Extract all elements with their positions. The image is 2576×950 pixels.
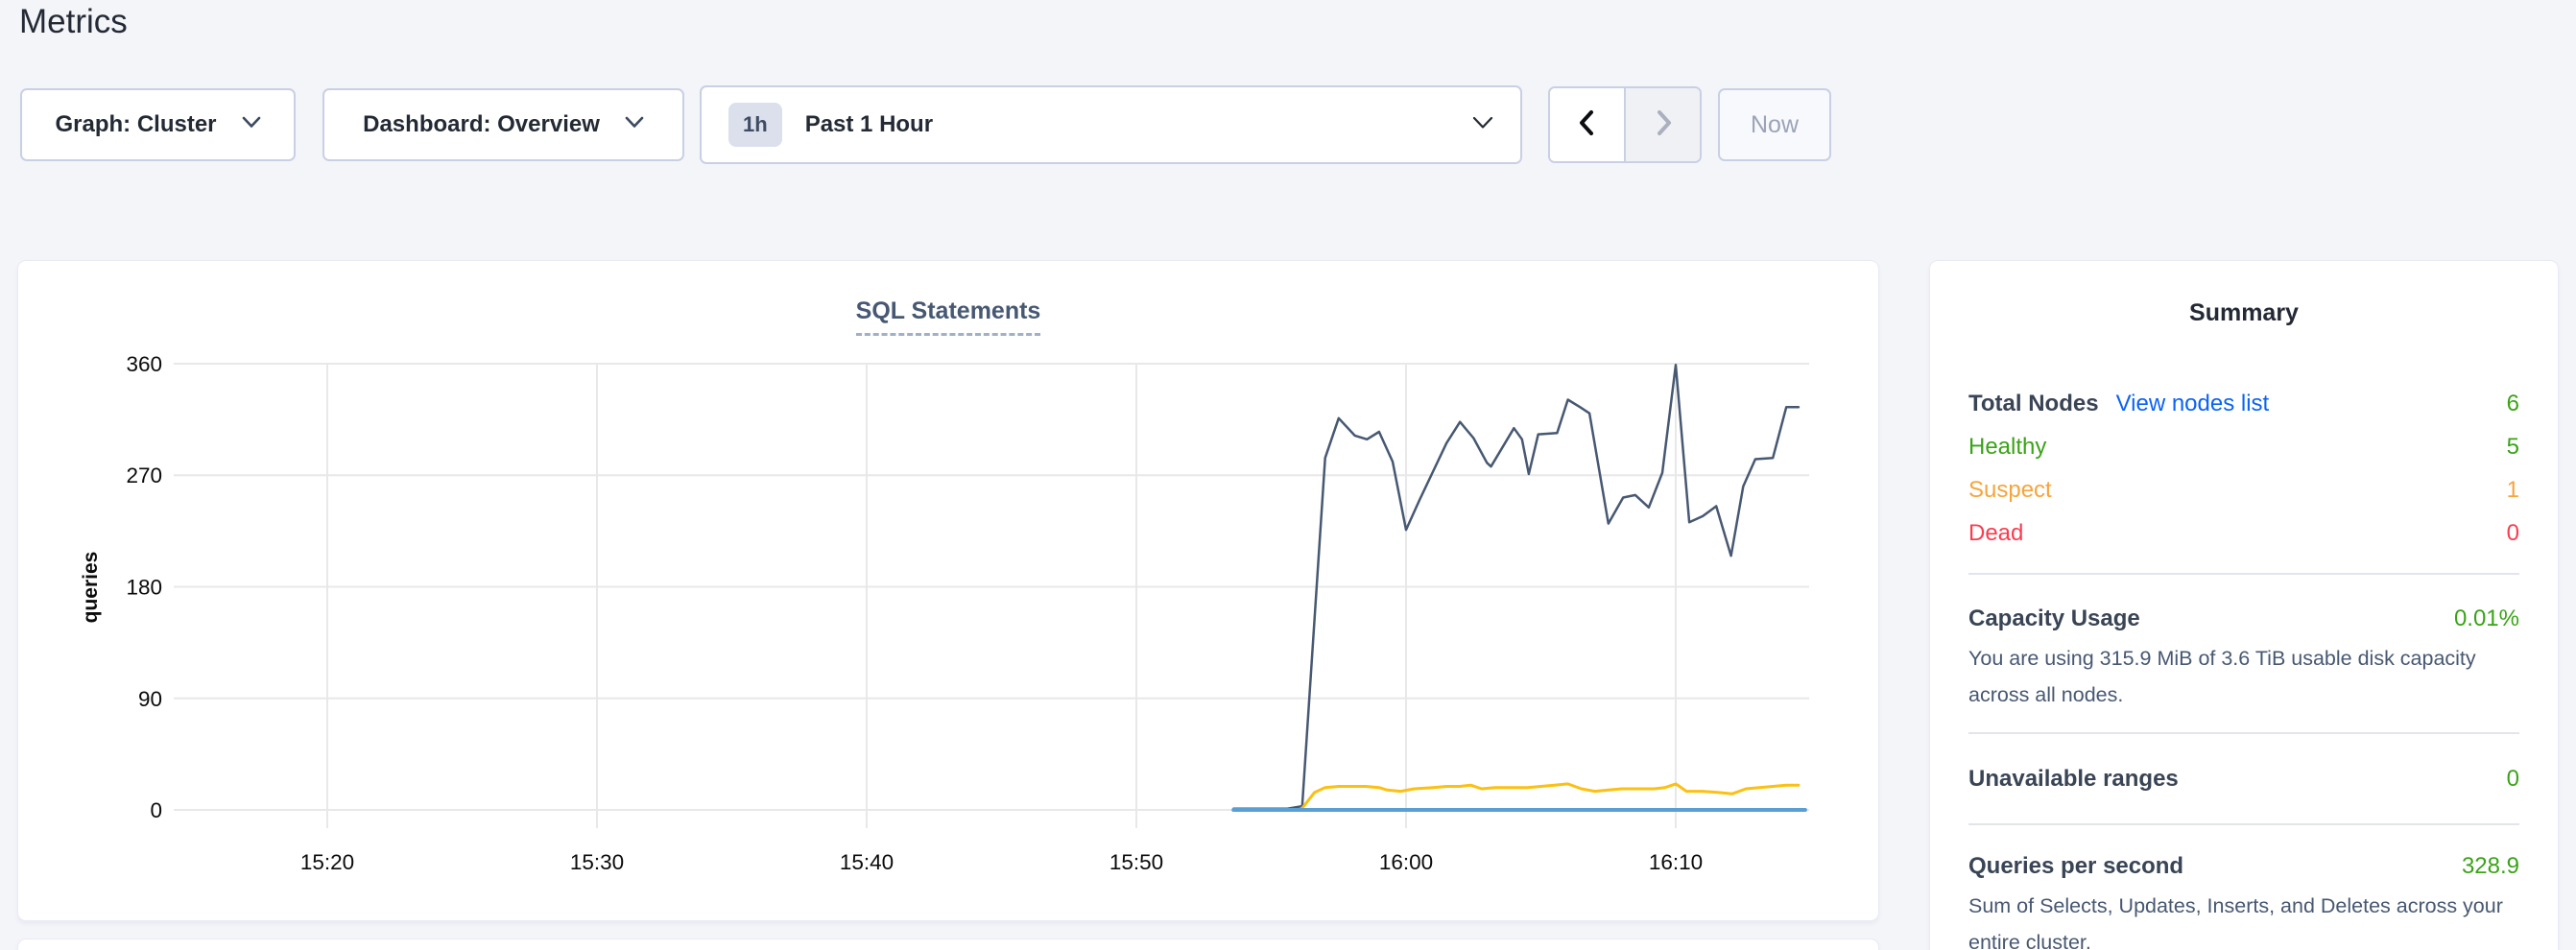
y-tick-label: 90 <box>138 687 162 711</box>
queries-per-second-value: 328.9 <box>2461 853 2519 879</box>
summary-panel: Summary Total Nodes View nodes list 6 He… <box>1929 260 2559 950</box>
graph-dropdown[interactable]: Graph: Cluster <box>20 88 296 161</box>
x-tick-label: 15:40 <box>840 850 894 874</box>
time-range-label: Past 1 Hour <box>804 111 934 137</box>
x-tick-label: 15:20 <box>300 850 354 874</box>
healthy-nodes-row: Healthy 5 <box>1968 425 2519 468</box>
y-axis-label: queries <box>80 552 102 624</box>
chevron-down-icon <box>1472 116 1493 134</box>
suspect-nodes-row: Suspect 1 <box>1968 468 2519 511</box>
capacity-usage-row: Capacity Usage 0.01% <box>1968 602 2519 636</box>
time-range-selector[interactable]: 1h Past 1 Hour <box>700 85 1522 164</box>
x-tick-label: 15:30 <box>570 850 624 874</box>
chart-line-queries-secondary <box>1231 782 1801 812</box>
divider <box>1968 573 2519 575</box>
summary-heading: Summary <box>2189 299 2299 326</box>
next-time-button[interactable] <box>1626 88 1700 161</box>
suspect-value: 1 <box>2506 476 2519 503</box>
dashboard-dropdown[interactable]: Dashboard: Overview <box>322 88 684 161</box>
dead-value: 0 <box>2506 519 2519 546</box>
chevron-down-icon <box>242 116 261 133</box>
chevron-left-icon <box>1574 108 1601 142</box>
total-nodes-row: Total Nodes View nodes list 6 <box>1968 382 2519 425</box>
capacity-usage-description: You are using 315.9 MiB of 3.6 TiB usabl… <box>1968 647 2476 706</box>
total-nodes-label: Total Nodes <box>1968 390 2099 416</box>
divider <box>1968 823 2519 825</box>
x-tick-label: 16:00 <box>1379 850 1433 874</box>
sql-statements-chart-card: SQL Statements 0 90 180 270 360 15:20 15:30 15:… <box>17 260 1879 921</box>
y-tick-label: 360 <box>126 352 162 376</box>
chart-line-queries-main <box>1231 364 1801 810</box>
page-title: Metrics <box>19 3 128 40</box>
suspect-label: Suspect <box>1968 476 2052 503</box>
capacity-usage-value: 0.01% <box>2453 606 2519 631</box>
y-tick-label: 270 <box>126 463 162 487</box>
queries-per-second-label: Queries per second <box>1968 853 2184 879</box>
healthy-value: 5 <box>2506 433 2519 460</box>
total-nodes-value: 6 <box>2506 390 2519 416</box>
x-tick-label: 15:50 <box>1109 850 1163 874</box>
y-tick-label: 0 <box>150 798 162 822</box>
unavailable-ranges-value: 0 <box>2506 766 2519 792</box>
sql-statements-chart[interactable]: 0 90 180 270 360 15:20 15:30 15:40 15:50 16:00 16:… <box>18 261 1880 922</box>
dead-label: Dead <box>1968 519 2024 546</box>
graph-dropdown-label: Graph: Cluster <box>55 111 217 137</box>
now-button[interactable]: Now <box>1718 88 1831 161</box>
x-tick-label: 16:10 <box>1649 850 1703 874</box>
chart-title[interactable]: SQL Statements <box>855 297 1041 336</box>
chevron-right-icon <box>1650 108 1677 142</box>
chevron-down-icon <box>625 116 644 133</box>
healthy-label: Healthy <box>1968 433 2047 460</box>
previous-time-button[interactable] <box>1550 88 1626 161</box>
y-tick-label: 180 <box>126 576 162 600</box>
unavailable-ranges-row: Unavailable ranges 0 <box>1968 762 2519 796</box>
queries-per-second-description: Sum of Selects, Updates, Inserts, and De… <box>1968 894 2503 950</box>
queries-per-second-row: Queries per second 328.9 <box>1968 849 2519 884</box>
divider <box>1968 732 2519 734</box>
capacity-usage-label: Capacity Usage <box>1968 606 2140 631</box>
time-step-button-group <box>1548 86 1702 163</box>
time-range-badge: 1h <box>728 103 782 147</box>
dashboard-dropdown-label: Dashboard: Overview <box>363 111 600 137</box>
next-chart-card-partial <box>17 938 1879 950</box>
dead-nodes-row: Dead 0 <box>1968 511 2519 555</box>
unavailable-ranges-label: Unavailable ranges <box>1968 766 2179 792</box>
view-nodes-list-link[interactable]: View nodes list <box>2115 390 2270 416</box>
